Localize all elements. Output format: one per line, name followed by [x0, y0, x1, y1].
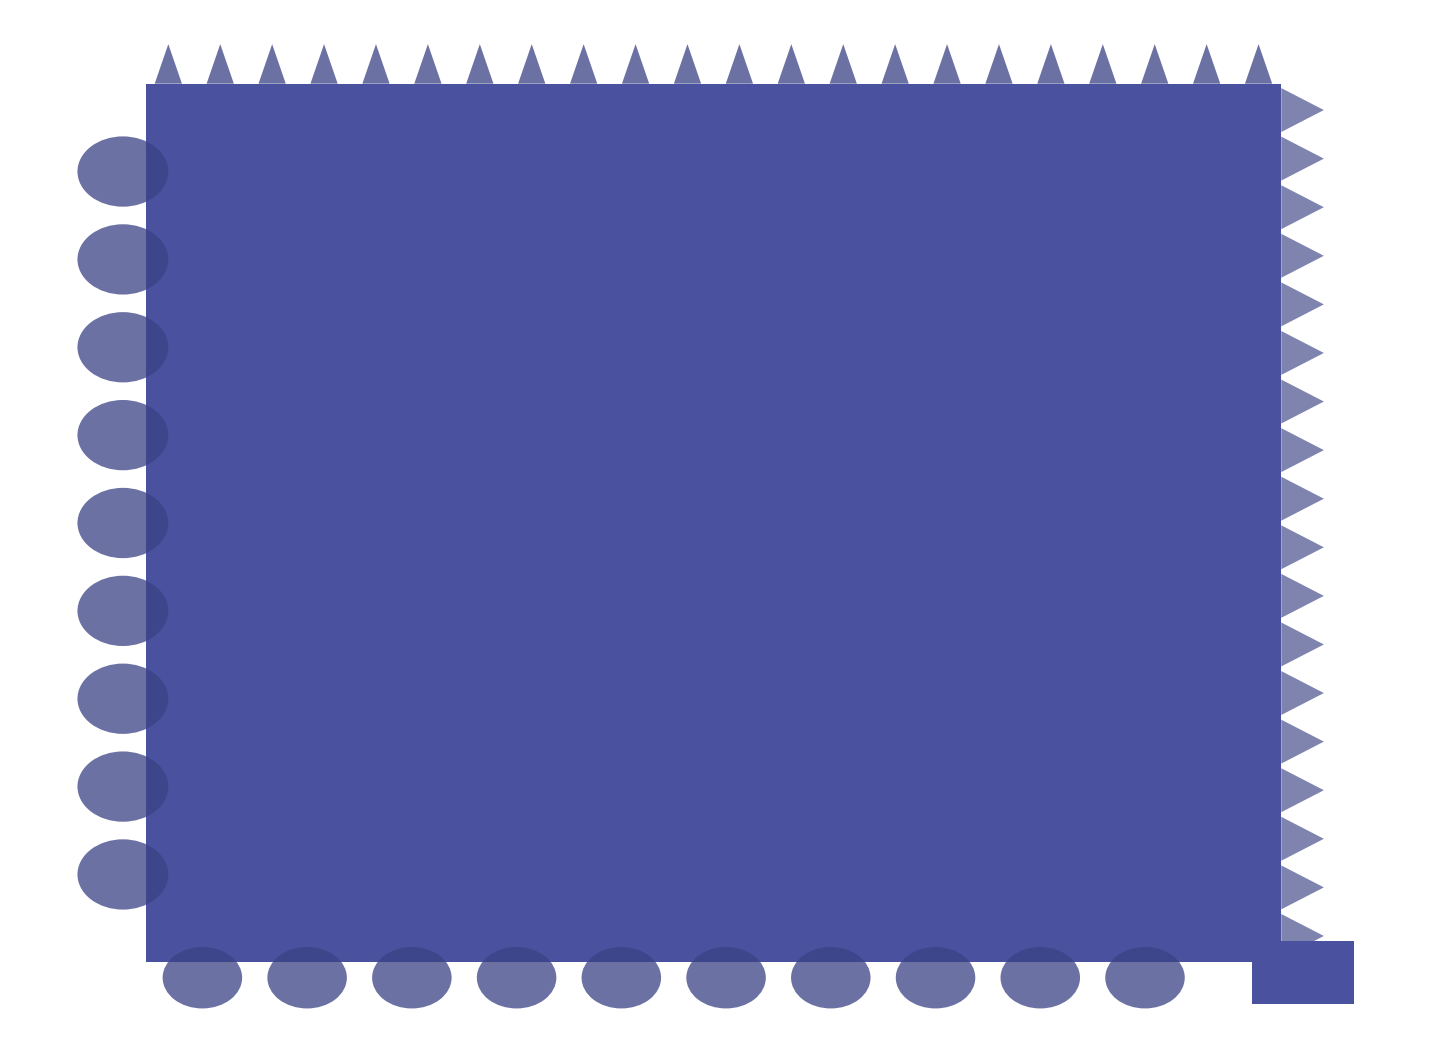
Polygon shape	[1281, 865, 1324, 909]
Polygon shape	[674, 44, 702, 84]
Circle shape	[77, 839, 169, 910]
Polygon shape	[1281, 672, 1324, 715]
Polygon shape	[1281, 817, 1324, 861]
Polygon shape	[1281, 914, 1324, 958]
Polygon shape	[466, 44, 494, 84]
Polygon shape	[154, 44, 182, 84]
Polygon shape	[1089, 44, 1117, 84]
Polygon shape	[1037, 44, 1064, 84]
Polygon shape	[830, 44, 858, 84]
Polygon shape	[1281, 574, 1324, 618]
Circle shape	[1105, 947, 1185, 1008]
Polygon shape	[1142, 44, 1168, 84]
Circle shape	[77, 136, 169, 207]
Circle shape	[478, 947, 556, 1008]
Polygon shape	[986, 44, 1012, 84]
Polygon shape	[518, 44, 546, 84]
Circle shape	[77, 663, 169, 734]
Circle shape	[895, 947, 976, 1008]
Polygon shape	[363, 44, 390, 84]
Circle shape	[77, 575, 169, 646]
Polygon shape	[415, 44, 441, 84]
Polygon shape	[259, 44, 285, 84]
Circle shape	[163, 947, 242, 1008]
Polygon shape	[881, 44, 909, 84]
Polygon shape	[1281, 282, 1324, 326]
Polygon shape	[1281, 331, 1324, 374]
Circle shape	[791, 947, 871, 1008]
Circle shape	[373, 947, 451, 1008]
Polygon shape	[1281, 720, 1324, 764]
Circle shape	[686, 947, 766, 1008]
Polygon shape	[1245, 44, 1273, 84]
Polygon shape	[1281, 380, 1324, 424]
Polygon shape	[1281, 622, 1324, 666]
Circle shape	[581, 947, 661, 1008]
Polygon shape	[1281, 477, 1324, 521]
Polygon shape	[310, 44, 338, 84]
Circle shape	[77, 224, 169, 295]
Polygon shape	[207, 44, 234, 84]
Polygon shape	[569, 44, 597, 84]
Polygon shape	[1281, 428, 1324, 472]
Circle shape	[1000, 947, 1080, 1008]
Circle shape	[77, 312, 169, 383]
Polygon shape	[1281, 768, 1324, 812]
Polygon shape	[1281, 137, 1324, 181]
Polygon shape	[1281, 234, 1324, 278]
Polygon shape	[933, 44, 961, 84]
Polygon shape	[1281, 88, 1324, 132]
Polygon shape	[622, 44, 649, 84]
Circle shape	[77, 487, 169, 559]
Circle shape	[268, 947, 347, 1008]
Polygon shape	[1192, 44, 1220, 84]
Polygon shape	[1281, 525, 1324, 569]
Circle shape	[77, 751, 169, 822]
Polygon shape	[778, 44, 805, 84]
Polygon shape	[725, 44, 753, 84]
Polygon shape	[1281, 185, 1324, 229]
Circle shape	[77, 400, 169, 471]
